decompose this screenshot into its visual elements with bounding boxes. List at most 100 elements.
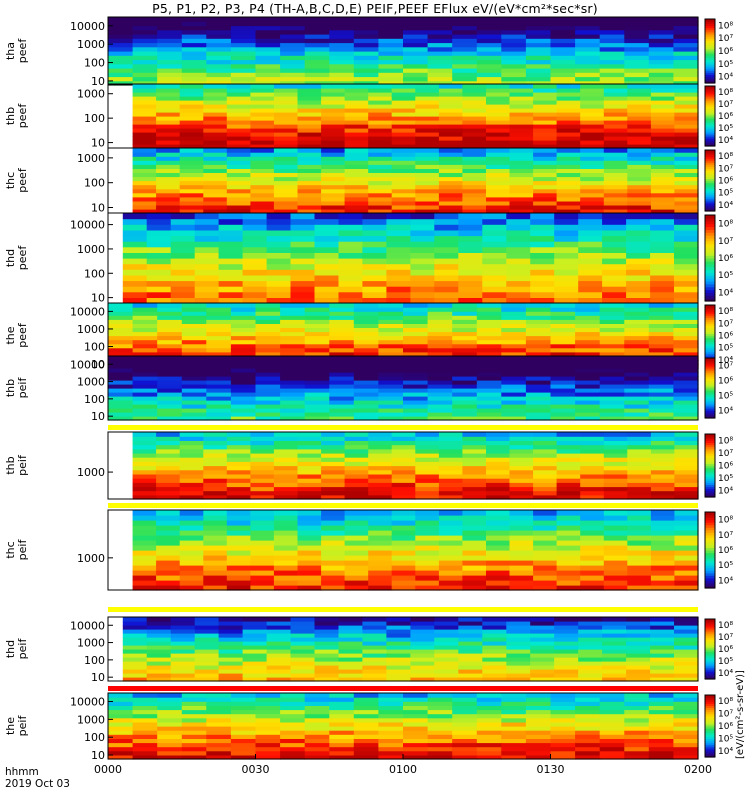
heatmap-cell (230, 38, 257, 44)
heatmap-cell (650, 252, 675, 259)
heatmap-cell (650, 482, 676, 488)
heatmap-cell (525, 709, 552, 715)
heatmap-cell (462, 104, 487, 109)
heatmap-cell (122, 286, 148, 293)
heatmap-cell (578, 625, 603, 630)
heatmap-cell (181, 356, 207, 361)
heatmap-cell (525, 339, 552, 345)
heatmap-cell (482, 641, 507, 646)
heatmap-cell (556, 156, 581, 161)
y-axis-label: peif (16, 638, 29, 660)
colorbar-segment (705, 730, 715, 733)
colorbar-segment (705, 142, 715, 145)
heatmap-cell (250, 465, 275, 471)
heatmap-cell (462, 152, 487, 157)
heatmap-cell (344, 452, 369, 458)
heatmap-cell (556, 530, 581, 536)
heatmap-cell (297, 152, 322, 157)
heatmap-cell (415, 164, 440, 169)
heatmap-cell (132, 734, 158, 739)
heatmap-cell (344, 140, 369, 145)
heatmap-cell (132, 396, 158, 401)
heatmap-cell (438, 112, 464, 117)
heatmap-cell (206, 63, 232, 69)
heatmap-cell (476, 319, 502, 324)
heatmap-cell (368, 461, 393, 467)
heatmap-cell (368, 116, 393, 121)
colorbar-tick-label: 10⁸ (718, 88, 733, 98)
heatmap-cell (626, 258, 651, 265)
heatmap-cell (321, 482, 346, 488)
heatmap-cell (650, 461, 676, 467)
heatmap-cell (452, 730, 478, 735)
heatmap-cell (108, 42, 134, 48)
heatmap-cell (194, 269, 220, 276)
heatmap-cell (181, 364, 207, 369)
heatmap-cell (329, 315, 355, 320)
heatmap-cell (530, 657, 555, 662)
heatmap-cell (368, 200, 393, 206)
heatmap-cell (250, 128, 275, 133)
heatmap-cell (673, 303, 699, 308)
heatmap-cell (482, 665, 507, 670)
heatmap-cell (674, 132, 699, 137)
heatmap-cell (556, 104, 581, 109)
heatmap-cell (362, 641, 387, 646)
heatmap-cell (501, 331, 527, 337)
heatmap-cell (226, 560, 251, 566)
heatmap-cell (280, 351, 306, 357)
colorbar-segment (705, 412, 715, 415)
heatmap-cell (156, 168, 181, 173)
heatmap-cell (673, 364, 699, 369)
heatmap-cell (482, 297, 507, 304)
heatmap-cell (410, 241, 435, 248)
heatmap-cell (132, 356, 158, 361)
heatmap-cell (506, 677, 531, 682)
heatmap-cell (578, 629, 603, 634)
heatmap-cell (179, 560, 204, 566)
heatmap-cell (627, 88, 652, 93)
heatmap-cell (226, 136, 251, 141)
heatmap-cell (273, 84, 299, 89)
heatmap-cell (599, 701, 625, 706)
heatmap-cell (624, 705, 650, 711)
colorbar-segment (705, 580, 715, 584)
heatmap-cell (170, 665, 196, 670)
heatmap-cell (673, 709, 699, 715)
heatmap-cell (290, 274, 316, 282)
heatmap-cell (146, 235, 172, 242)
heatmap-cell (362, 280, 387, 287)
heatmap-cell (648, 347, 674, 353)
heatmap-cell (391, 100, 416, 105)
heatmap-cell (132, 709, 158, 715)
heatmap-cell (226, 116, 251, 121)
heatmap-cell (554, 280, 579, 287)
heatmap-cell (218, 677, 244, 682)
heatmap-cell (230, 746, 257, 752)
heatmap-cell (194, 213, 220, 220)
heatmap-cell (266, 213, 292, 220)
heatmap-cell (452, 63, 478, 69)
heatmap-cell (304, 705, 330, 711)
heatmap-cell (506, 661, 531, 666)
heatmap-cell (624, 351, 650, 357)
heatmap-cell (410, 274, 435, 282)
heatmap-cell (554, 263, 579, 270)
heatmap-cell (626, 625, 651, 630)
heatmap-cell (338, 297, 364, 304)
colorbar-segment (705, 746, 715, 750)
heatmap-cell (434, 665, 459, 670)
heatmap-cell (242, 258, 268, 265)
heatmap-cell (391, 144, 416, 149)
heatmap-cell (599, 746, 625, 752)
heatmap-cell (255, 323, 281, 328)
heatmap-cell (280, 416, 306, 421)
heatmap-cell (438, 156, 464, 161)
colorbar-segment (705, 408, 715, 411)
heatmap-cell (362, 258, 387, 265)
heatmap-cell (368, 208, 393, 214)
heatmap-cell (132, 570, 157, 576)
heatmap-cell (266, 621, 292, 626)
heatmap-cell (314, 269, 340, 276)
